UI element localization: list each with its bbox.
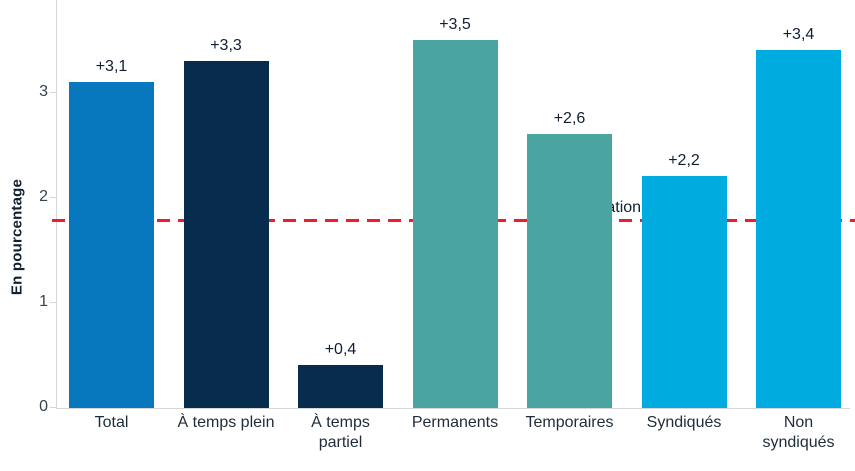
y-tick-label: 0 xyxy=(39,398,48,415)
y-tick-mark xyxy=(50,92,56,93)
x-axis-line xyxy=(56,408,850,409)
y-tick-mark xyxy=(50,407,56,408)
y-axis-title: En pourcentage xyxy=(8,178,26,296)
bar-7 xyxy=(756,50,841,408)
bar-value-label: +3,1 xyxy=(95,57,128,75)
bar-value-label: +3,4 xyxy=(782,26,815,43)
bar-6 xyxy=(641,176,727,408)
x-category-label: À temps partiel xyxy=(311,414,370,451)
y-axis-line xyxy=(56,0,57,408)
x-category-label: Temporaires xyxy=(525,414,614,431)
x-category-label: Permanents xyxy=(411,414,499,431)
x-category-label: Non syndiqués xyxy=(762,414,835,451)
bar-value-label: +3,5 xyxy=(439,15,471,33)
bar-4 xyxy=(412,39,498,408)
y-tick-label: 3 xyxy=(39,83,48,100)
x-category-label: Syndiqués xyxy=(646,414,722,431)
bar-value-label: +0,4 xyxy=(324,341,357,358)
bar-3 xyxy=(298,365,383,408)
y-tick-label: 2 xyxy=(39,188,48,205)
y-tick-mark xyxy=(50,302,56,303)
y-tick-label: 1 xyxy=(39,293,48,310)
y-tick-mark xyxy=(50,197,56,198)
bar-value-label: +2,2 xyxy=(668,152,700,169)
bar-1 xyxy=(69,81,154,408)
bar-value-label: +3,3 xyxy=(210,36,242,54)
bar-value-label: +2,6 xyxy=(553,110,586,127)
x-category-label: À temps plein xyxy=(177,414,275,431)
bar-5 xyxy=(527,134,612,408)
x-category-label: Total xyxy=(94,414,129,431)
bar-2 xyxy=(183,60,269,408)
